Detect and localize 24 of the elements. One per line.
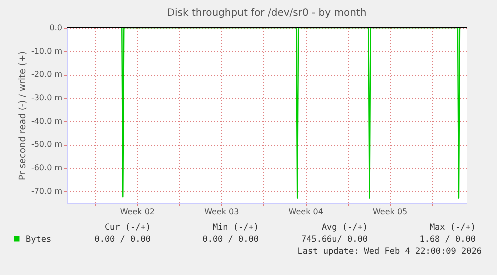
text: 1.68 / 0.00	[420, 235, 476, 245]
text: 745.66u/ 0.00	[301, 235, 368, 245]
text: 0.00 / 0.00	[202, 235, 259, 245]
y-tick-label: -40.0 m	[31, 116, 63, 126]
x-tick-label: Week 03	[204, 208, 240, 216]
y-tick-label: -60.0 m	[31, 164, 63, 172]
x-tick-label: Week 04	[288, 208, 324, 216]
x-tick-label: Week 02	[120, 208, 155, 216]
text: Last update: Wed Feb 4 22:00:09 2026	[298, 247, 482, 257]
y-tick-label: -70.0 m	[31, 186, 63, 196]
y-tick-label: 0.0	[50, 24, 62, 32]
text: Cur (-/+)	[104, 223, 151, 233]
y-tick-label: -50.0 m	[31, 140, 63, 150]
y-axis-title: Pr second read (-) / write (+)	[18, 52, 28, 180]
y-tick-label: -10.0 m	[31, 46, 63, 56]
y-tick-label: -20.0 m	[31, 70, 63, 80]
text: Avg (-/+)	[322, 223, 368, 233]
chart-title: Disk throughput for /dev/sr0 - by month	[167, 8, 367, 19]
x-tick-label: Week 05	[372, 208, 408, 216]
text: Max (-/+)	[430, 223, 476, 233]
text: 0.00 / 0.00	[94, 235, 151, 245]
legend-label: Bytes	[26, 235, 52, 245]
y-tick-label: -30.0 m	[31, 94, 63, 102]
text: Min (-/+)	[212, 223, 259, 233]
